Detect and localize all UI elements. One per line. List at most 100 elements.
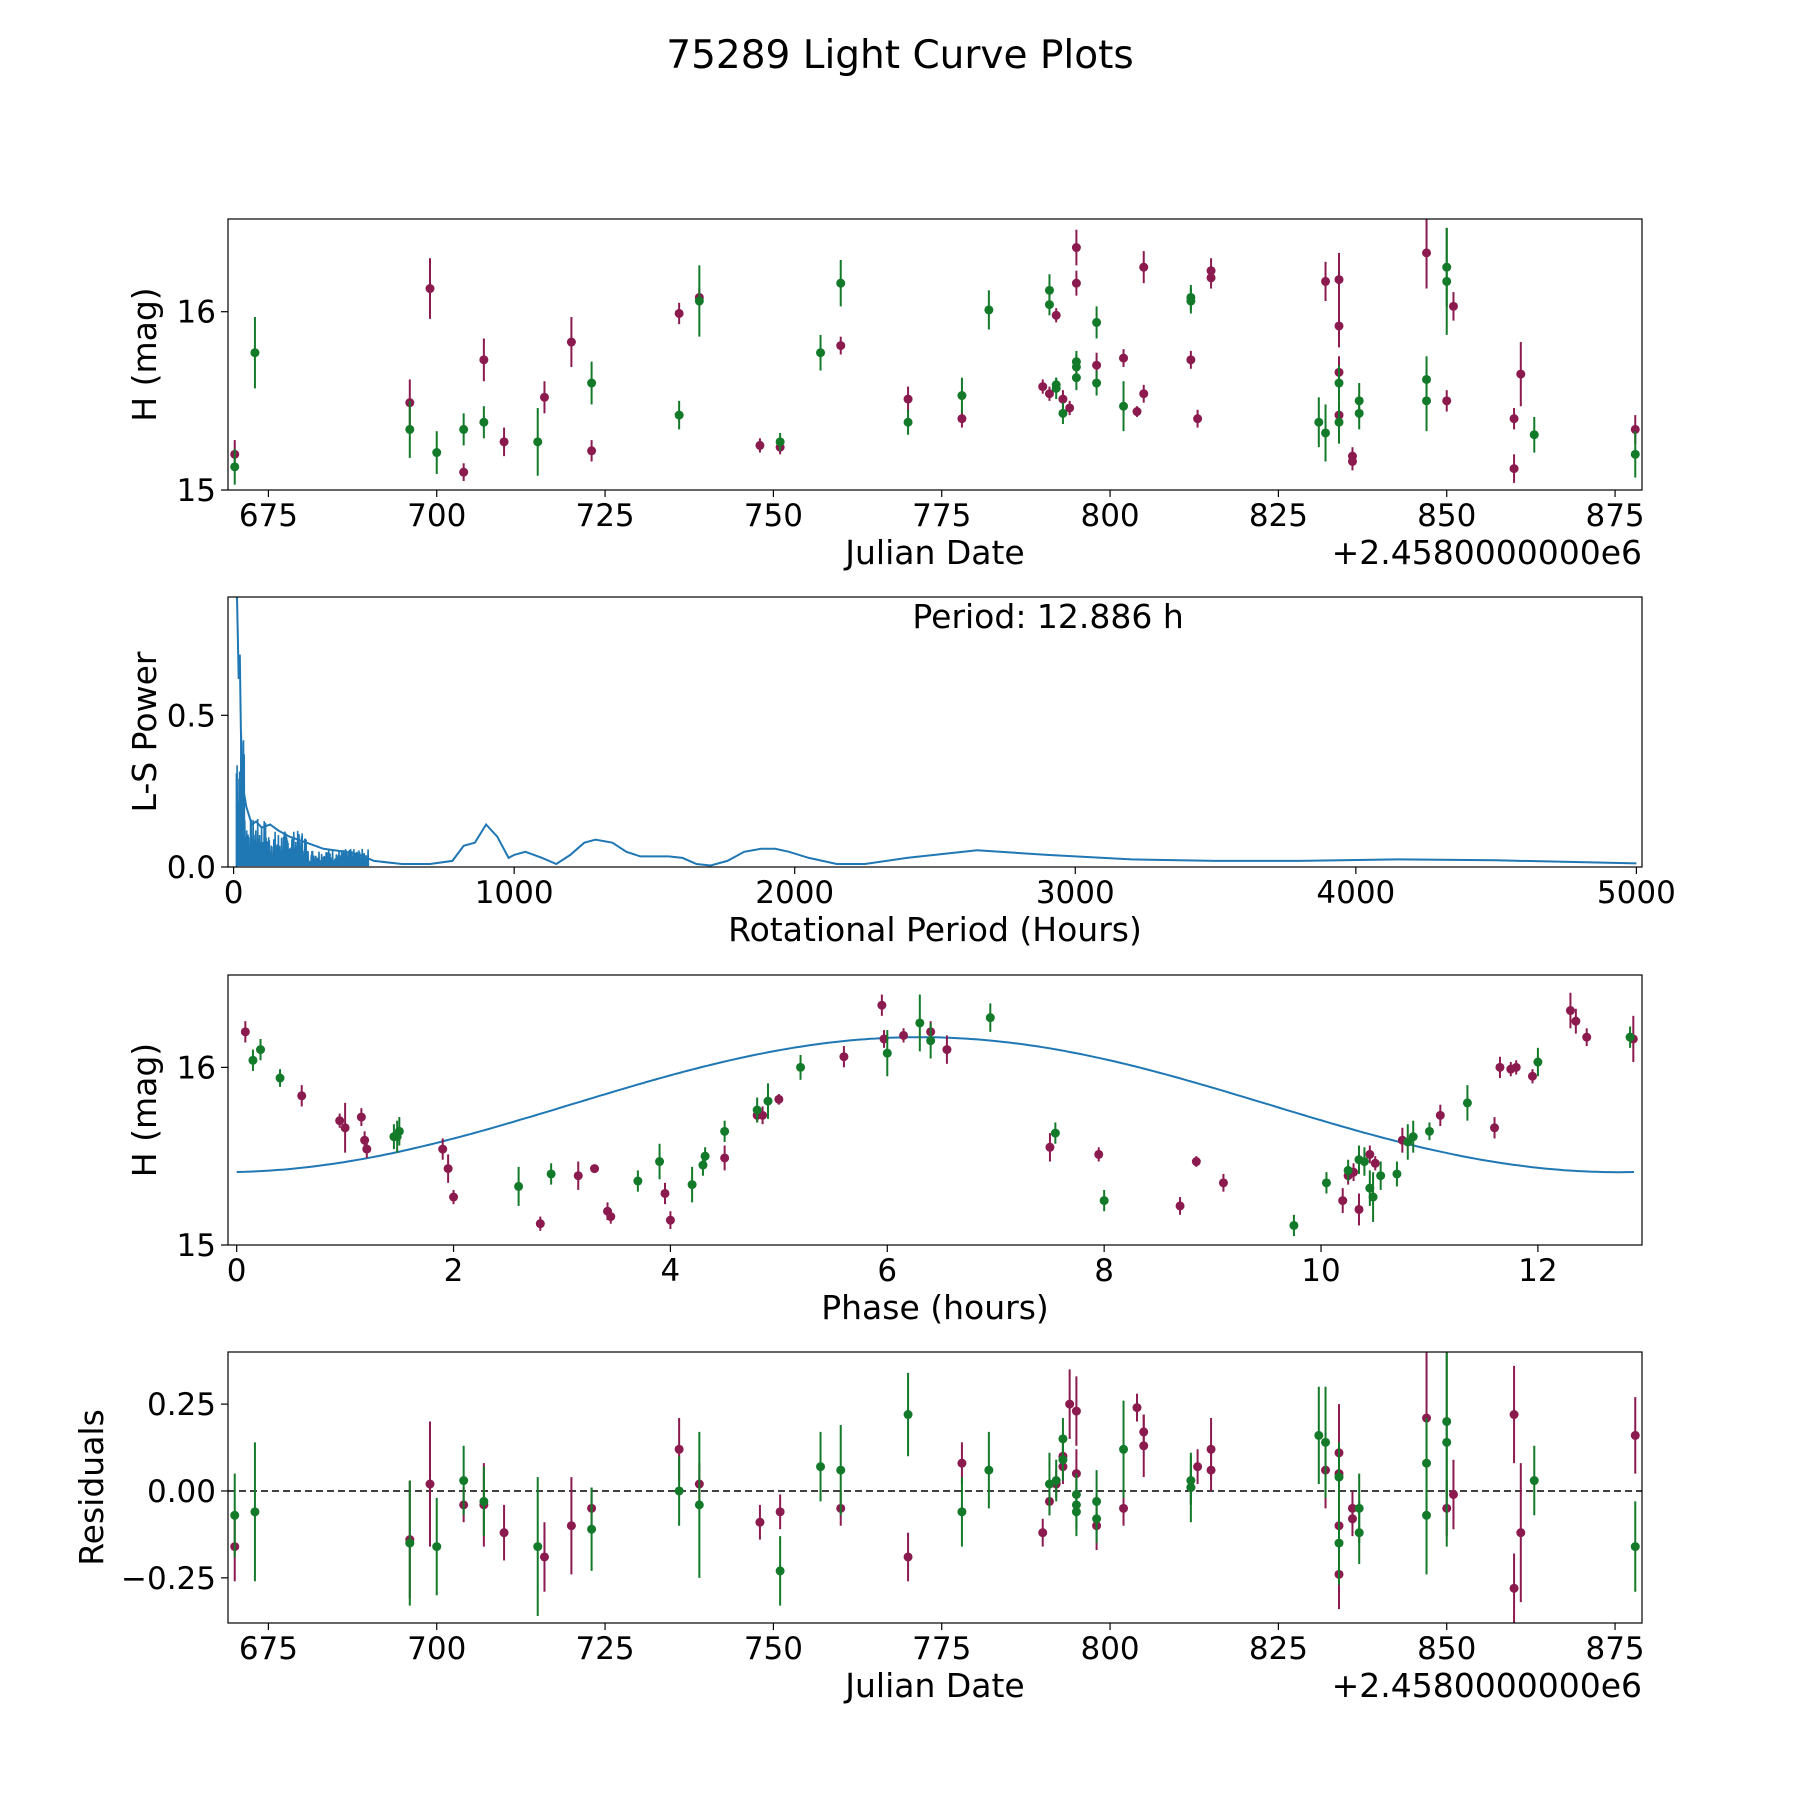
- y-axis-label: H (mag): [125, 287, 164, 421]
- data-point: [1119, 1444, 1129, 1454]
- x-tick-label: 3000: [1036, 875, 1115, 911]
- data-point: [1490, 1123, 1500, 1133]
- data-point: [674, 410, 684, 420]
- series-green: [230, 1352, 1640, 1617]
- data-point: [1630, 1542, 1640, 1552]
- x-tick-label: 800: [1080, 1631, 1139, 1667]
- y-tick-label: 16: [177, 295, 216, 331]
- data-point: [459, 424, 469, 434]
- data-point: [248, 1055, 258, 1065]
- data-point: [836, 341, 846, 351]
- data-point: [1321, 1178, 1331, 1188]
- data-point: [1334, 275, 1344, 285]
- data-point: [1516, 1528, 1526, 1538]
- data-point: [1343, 1165, 1353, 1175]
- data-point: [720, 1126, 730, 1136]
- data-point: [665, 1215, 675, 1225]
- x-tick-label: 775: [912, 1631, 971, 1667]
- data-point: [720, 1153, 730, 1163]
- data-point: [1065, 403, 1075, 413]
- x-offset-label: +2.4580000000e6: [1332, 533, 1642, 572]
- period-annotation: Period: 12.886 h: [912, 597, 1183, 636]
- x-tick-label: 10: [1301, 1253, 1340, 1289]
- data-point: [1193, 1462, 1203, 1472]
- y-tick-label: 0.25: [147, 1387, 216, 1423]
- data-point: [1038, 382, 1048, 392]
- x-tick-label: 725: [575, 498, 634, 534]
- data-point: [405, 424, 415, 434]
- data-point: [394, 1126, 404, 1136]
- data-point: [1186, 355, 1196, 365]
- x-tick-label: 850: [1417, 1631, 1476, 1667]
- data-point: [514, 1181, 524, 1191]
- y-tick-label: 15: [177, 473, 216, 509]
- data-point: [1354, 1204, 1364, 1214]
- y-tick-label: 16: [177, 1050, 216, 1086]
- data-point: [1630, 424, 1640, 434]
- data-point: [1206, 273, 1216, 283]
- data-point: [1193, 414, 1203, 424]
- data-point: [1051, 310, 1061, 320]
- data-point: [449, 1192, 459, 1202]
- data-point: [240, 1027, 250, 1037]
- data-point: [752, 1105, 762, 1115]
- x-tick-label: 0: [227, 1253, 247, 1289]
- panel-residuals: 675 700 725 750 775 800 825 850 875 0.25 0.00 −0.25…: [72, 1351, 1645, 1705]
- x-tick-label: 725: [575, 1631, 634, 1667]
- data-point: [1092, 317, 1102, 327]
- periodogram-spikes: [235, 729, 370, 867]
- data-point: [459, 467, 469, 477]
- model-curve: [236, 1036, 1635, 1174]
- data-point: [1314, 417, 1324, 427]
- data-point: [1354, 408, 1364, 418]
- x-tick-label: 825: [1249, 498, 1308, 534]
- panel-periodogram: 0 1000 2000 3000 4000 5000 0.0 0.5 Rotational Pe…: [125, 596, 1676, 949]
- data-point: [425, 284, 435, 294]
- data-point: [606, 1212, 616, 1222]
- data-point: [533, 437, 543, 447]
- data-point: [1119, 1503, 1129, 1513]
- x-offset-label: +2.4580000000e6: [1332, 1666, 1642, 1705]
- series-green: [248, 994, 1635, 1237]
- data-point: [1529, 1476, 1539, 1486]
- data-point: [687, 1180, 697, 1190]
- data-point: [755, 1517, 765, 1527]
- data-point: [700, 1151, 710, 1161]
- data-point: [903, 394, 913, 404]
- data-point: [1186, 1483, 1196, 1492]
- data-point: [1408, 1132, 1418, 1142]
- data-point: [775, 1507, 785, 1517]
- data-point: [1334, 417, 1344, 427]
- data-point: [566, 337, 576, 347]
- data-point: [816, 348, 826, 358]
- data-point: [1368, 1192, 1378, 1202]
- data-point: [335, 1116, 345, 1126]
- x-tick-label: 850: [1417, 498, 1476, 534]
- x-axis-label: Julian Date: [843, 1666, 1025, 1705]
- data-point: [1511, 1062, 1521, 1072]
- plot-area: [228, 1352, 1642, 1623]
- x-tick-label: 2000: [755, 875, 834, 911]
- data-point: [1175, 1201, 1185, 1211]
- axes-frame: [227, 974, 1643, 1246]
- y-tick-label: −0.25: [121, 1561, 216, 1597]
- x-tick-label: 5000: [1597, 875, 1676, 911]
- data-point: [1092, 360, 1102, 370]
- panel-lightcurve: 675 700 725 750 775 800 825 850 875 15 16 Julian Da…: [125, 218, 1645, 572]
- data-point: [1132, 1403, 1142, 1413]
- data-point: [1571, 1016, 1581, 1026]
- data-point: [1092, 1514, 1102, 1524]
- data-point: [479, 417, 489, 427]
- plot-area: [230, 219, 1640, 485]
- x-axis-label: Julian Date: [843, 533, 1025, 572]
- data-point: [1422, 248, 1432, 258]
- data-point: [1495, 1062, 1505, 1072]
- data-point: [1071, 1406, 1081, 1416]
- data-point: [587, 446, 597, 456]
- data-point: [774, 1094, 784, 1104]
- data-point: [1119, 401, 1129, 411]
- data-point: [1347, 1503, 1357, 1513]
- x-tick-label: 700: [407, 1631, 466, 1667]
